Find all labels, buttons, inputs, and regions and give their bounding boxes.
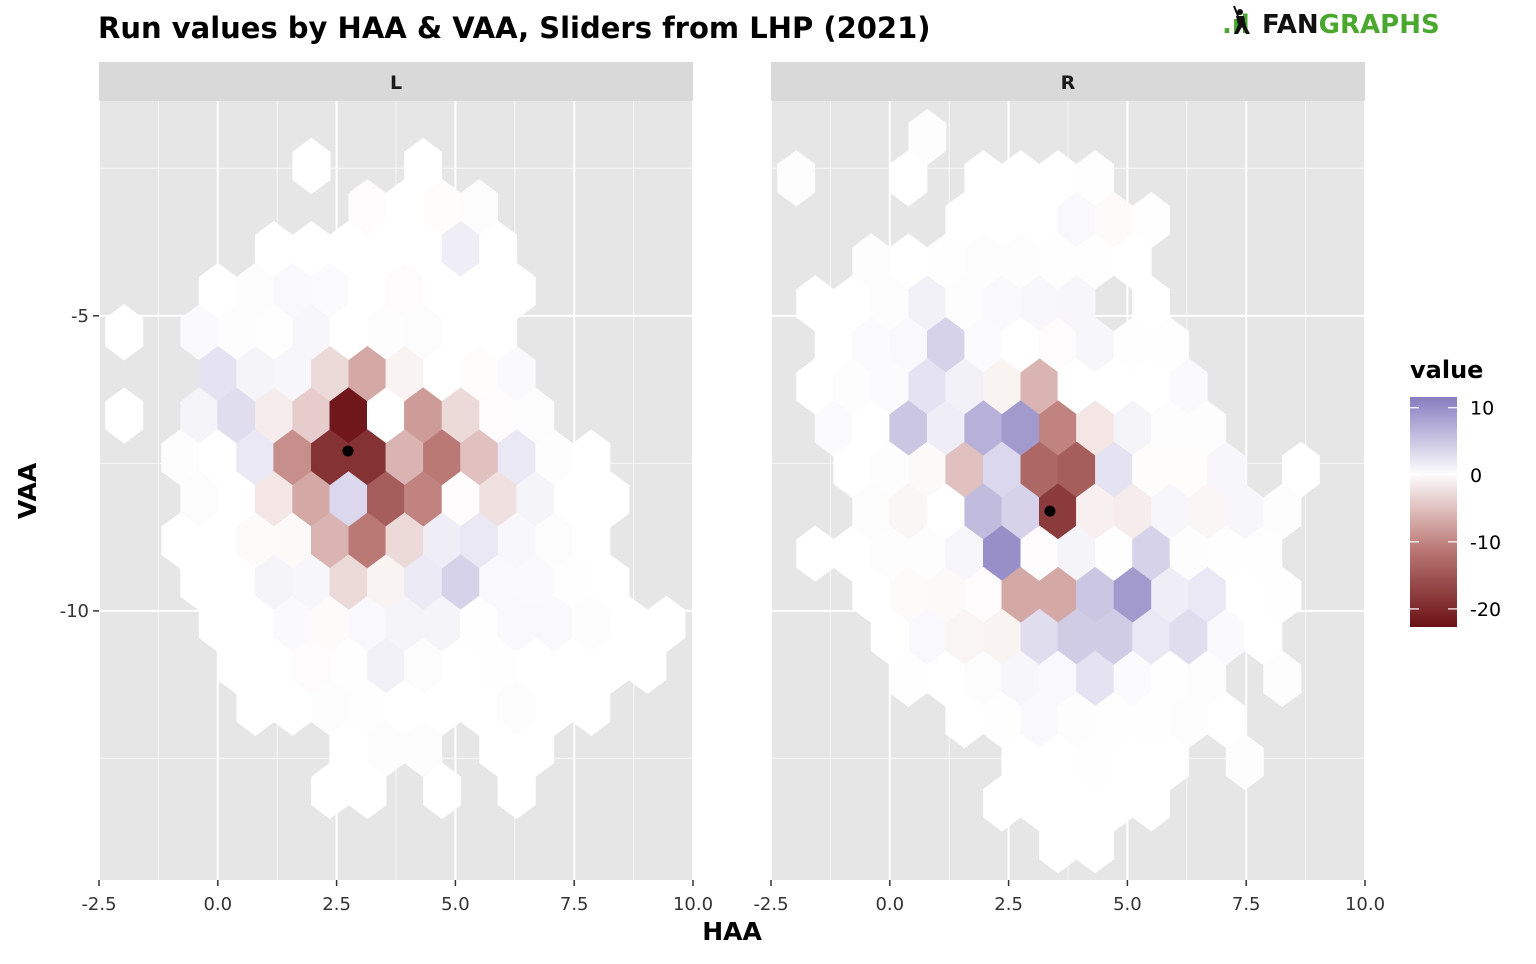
hex-bin <box>889 150 928 207</box>
hex-bin <box>628 637 667 694</box>
hex-bin <box>647 595 686 653</box>
logo-text-fan: FAN <box>1262 10 1319 40</box>
logo-text: FANGRAPHS <box>1262 10 1440 40</box>
x-tick-label: 0.0 <box>875 894 904 915</box>
x-tick-label: 5.0 <box>1113 894 1142 915</box>
x-axis-title: HAA <box>702 917 762 946</box>
x-tick-label: 2.5 <box>322 894 351 915</box>
panel-L: L -2.5 0.0 2.5 5.0 7.5 10.0 -5 -10 <box>60 62 713 915</box>
mean-point <box>1044 505 1056 517</box>
legend-tick-label: -10 <box>1470 532 1501 554</box>
hex-bin <box>105 304 144 361</box>
x-tick-label: 7.5 <box>1232 894 1261 915</box>
x-tick-label: -2.5 <box>81 894 116 915</box>
hex-bin <box>292 137 331 195</box>
hex-bin <box>1263 566 1302 624</box>
legend-tick-label: -20 <box>1470 599 1501 621</box>
facet-panels: L -2.5 0.0 2.5 5.0 7.5 10.0 -5 -10 R -2.5 0.0 2.5 5.0… <box>60 62 1385 915</box>
color-legend: value 10 0 -10 -20 <box>1410 356 1501 627</box>
hex-bin <box>404 720 443 778</box>
chart-title: Run values by HAA & VAA, Sliders from LH… <box>98 11 931 45</box>
hex-bin <box>777 150 816 207</box>
x-tick-label: -2.5 <box>753 894 788 915</box>
x-tick-label: 7.5 <box>560 894 589 915</box>
x-tick-label: 2.5 <box>994 894 1023 915</box>
batter-icon <box>1233 5 1250 34</box>
legend-tick-label: 10 <box>1470 398 1494 420</box>
facet-strip <box>99 62 693 101</box>
x-tick-label: 10.0 <box>673 894 713 915</box>
x-tick-label: 5.0 <box>441 894 470 915</box>
facet-strip-label: R <box>1061 72 1076 94</box>
hex-bin <box>1225 733 1264 791</box>
y-tick-label: -10 <box>60 601 89 622</box>
y-tick-label: -5 <box>71 306 89 327</box>
hex-bin <box>423 762 462 820</box>
legend-title: value <box>1410 356 1483 384</box>
facet-strip <box>771 62 1365 101</box>
hex-bin <box>1132 775 1171 832</box>
x-tick-label: 0.0 <box>203 894 232 915</box>
hex-bin <box>1151 733 1190 791</box>
panel-R: R -2.5 0.0 2.5 5.0 7.5 10.0 <box>753 62 1385 915</box>
hex-bin <box>1263 483 1302 540</box>
legend-tick-label: 0 <box>1470 465 1482 487</box>
hex-bin <box>497 762 536 820</box>
y-axis-title: VAA <box>13 462 42 519</box>
hex-bin <box>572 679 611 736</box>
legend-colorbar <box>1410 397 1457 627</box>
hex-bin <box>1244 608 1283 666</box>
hex-bin <box>1263 650 1302 707</box>
fangraphs-logo: .ıl FANGRAPHS <box>1222 5 1440 40</box>
facet-strip-label: L <box>390 72 402 94</box>
hex-bin <box>348 762 387 820</box>
hex-bin <box>105 387 144 444</box>
mean-point <box>342 445 354 457</box>
hex-bin <box>1076 817 1115 874</box>
logo-text-graphs: GRAPHS <box>1319 10 1440 40</box>
x-tick-label: 10.0 <box>1345 894 1385 915</box>
